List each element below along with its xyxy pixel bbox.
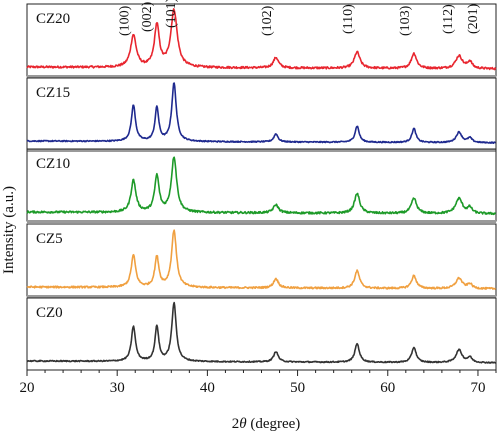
series-line-cz10 — [26, 156, 497, 216]
peak-labels: (100) (002) (101) (102) (110) (103) (112) (201) — [117, 0, 480, 36]
peak-label: (201) — [466, 3, 481, 34]
series-label-cz10: CZ10 — [36, 156, 70, 172]
peak-label: (101) — [164, 0, 179, 28]
series-label-cz15: CZ15 — [36, 85, 70, 101]
x-tick-label: 50 — [290, 380, 305, 396]
panel-frame — [26, 148, 497, 222]
series-line-cz15 — [26, 82, 496, 144]
panel-cz5: CZ5 — [26, 223, 497, 298]
panel-separator — [27, 295, 496, 298]
panel-separator — [27, 149, 496, 152]
x-tick-label: 30 — [110, 380, 125, 396]
series-line-cz5 — [26, 229, 497, 291]
x-tick-label: 60 — [380, 380, 395, 396]
panel-cz0: CZ0 — [26, 297, 497, 371]
stacked-panels: CZ20 CZ15 CZ10 CZ5 CZ0 — [26, 3, 497, 371]
panel-cz20: CZ20 — [26, 3, 497, 78]
peak-label: (002) — [140, 1, 155, 32]
peak-label: (102) — [260, 5, 275, 36]
panel-separator — [27, 220, 496, 223]
series-line-cz0 — [26, 301, 496, 364]
peak-label: (100) — [117, 5, 132, 36]
y-axis-label: Intensity (a.u.) — [1, 186, 17, 274]
series-label-cz20: CZ20 — [36, 11, 70, 27]
panel-frame — [26, 223, 497, 297]
panel-frame — [26, 77, 497, 151]
x-tick-label: 20 — [20, 380, 35, 396]
x-axis-label: 2θ (degree) — [232, 416, 301, 432]
panel-separator — [27, 75, 496, 78]
peak-label: (103) — [398, 5, 413, 36]
series-label-cz0: CZ0 — [36, 305, 63, 321]
x-axis: 20 30 40 50 60 70 — [20, 370, 497, 396]
panel-frame — [26, 297, 497, 371]
x-tick-label: 70 — [470, 380, 485, 396]
panel-cz10: CZ10 — [26, 148, 497, 223]
peak-label: (110) — [341, 4, 356, 34]
x-tick-label: 40 — [200, 380, 215, 396]
panel-cz15: CZ15 — [26, 77, 497, 152]
series-label-cz5: CZ5 — [36, 231, 63, 247]
series-line-cz20 — [26, 8, 497, 71]
peak-label: (112) — [441, 4, 456, 34]
